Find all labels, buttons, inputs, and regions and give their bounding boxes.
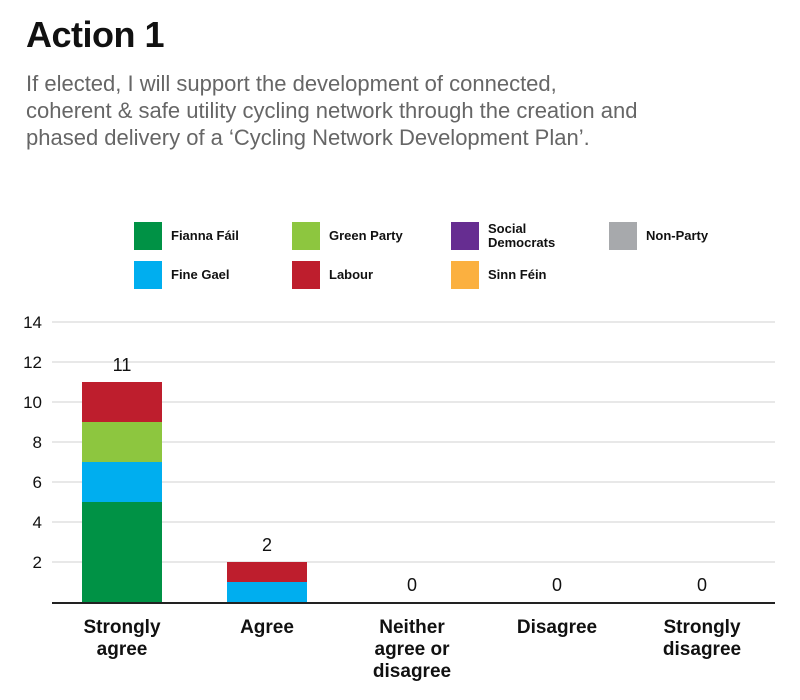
y-tick-label: 2 (33, 553, 42, 572)
bar-segment-labour (82, 382, 162, 422)
legend-swatch-non-party (609, 222, 637, 250)
gridlines (52, 321, 775, 563)
bar-segment-fianna-fail (82, 502, 162, 602)
total-label: 0 (552, 575, 562, 595)
subtitle-line: If elected, I will support the developme… (26, 71, 557, 96)
y-tick-label: 4 (33, 513, 42, 532)
legend-label-sinn-fein: Sinn Féin (488, 267, 547, 282)
category-label: Strongly agree (83, 617, 160, 660)
bar-segment-fine-gael (227, 582, 307, 602)
legend-label-fianna-fail: Fianna Fáil (171, 228, 239, 243)
y-tick-label: 6 (33, 473, 42, 492)
bar-segment-labour (227, 562, 307, 582)
category-label: Agree (240, 617, 294, 638)
legend-swatch-green-party (292, 222, 320, 250)
y-tick-label: 8 (33, 433, 42, 452)
subtitle-line: coherent & safe utility cycling network … (26, 98, 638, 123)
legend-swatch-fianna-fail (134, 222, 162, 250)
legend-swatch-sinn-fein (451, 261, 479, 289)
chart-subtitle: If elected, I will support the developme… (26, 70, 786, 151)
legend-label-non-party: Non-Party (646, 228, 709, 243)
y-tick-label: 10 (23, 393, 42, 412)
total-labels: 11 2 0 0 0 (113, 355, 707, 595)
y-tick-label: 12 (23, 353, 42, 372)
legend-label-green-party: Green Party (329, 228, 403, 243)
chart-title: Action 1 (26, 14, 165, 55)
category-label: Strongly disagree (663, 617, 741, 660)
bar-segment-green-party (82, 422, 162, 462)
bar-segment-fine-gael (82, 462, 162, 502)
legend-label-labour: Labour (329, 267, 373, 282)
subtitle-line: phased delivery of a ‘Cycling Network De… (26, 125, 590, 150)
total-label: 0 (407, 575, 417, 595)
legend-swatch-social-democrats (451, 222, 479, 250)
category-label: Disagree (517, 617, 597, 638)
total-label: 2 (262, 535, 272, 555)
legend-label-fine-gael: Fine Gael (171, 267, 230, 282)
legend-label-social-democrats: Social Democrats (488, 221, 555, 250)
total-label: 0 (697, 575, 707, 595)
y-tick-label: 14 (23, 313, 42, 332)
category-label: Neither agree or disagree (373, 617, 451, 682)
bars (82, 382, 307, 602)
legend: Fianna Fáil Green Party Social Democrats Non… (134, 221, 709, 289)
legend-swatch-fine-gael (134, 261, 162, 289)
total-label: 11 (113, 355, 132, 375)
y-axis: 2 4 6 8 10 12 14 (23, 313, 42, 572)
legend-swatch-labour (292, 261, 320, 289)
x-axis: Strongly agree Agree Neither agree or disagre… (52, 602, 775, 682)
